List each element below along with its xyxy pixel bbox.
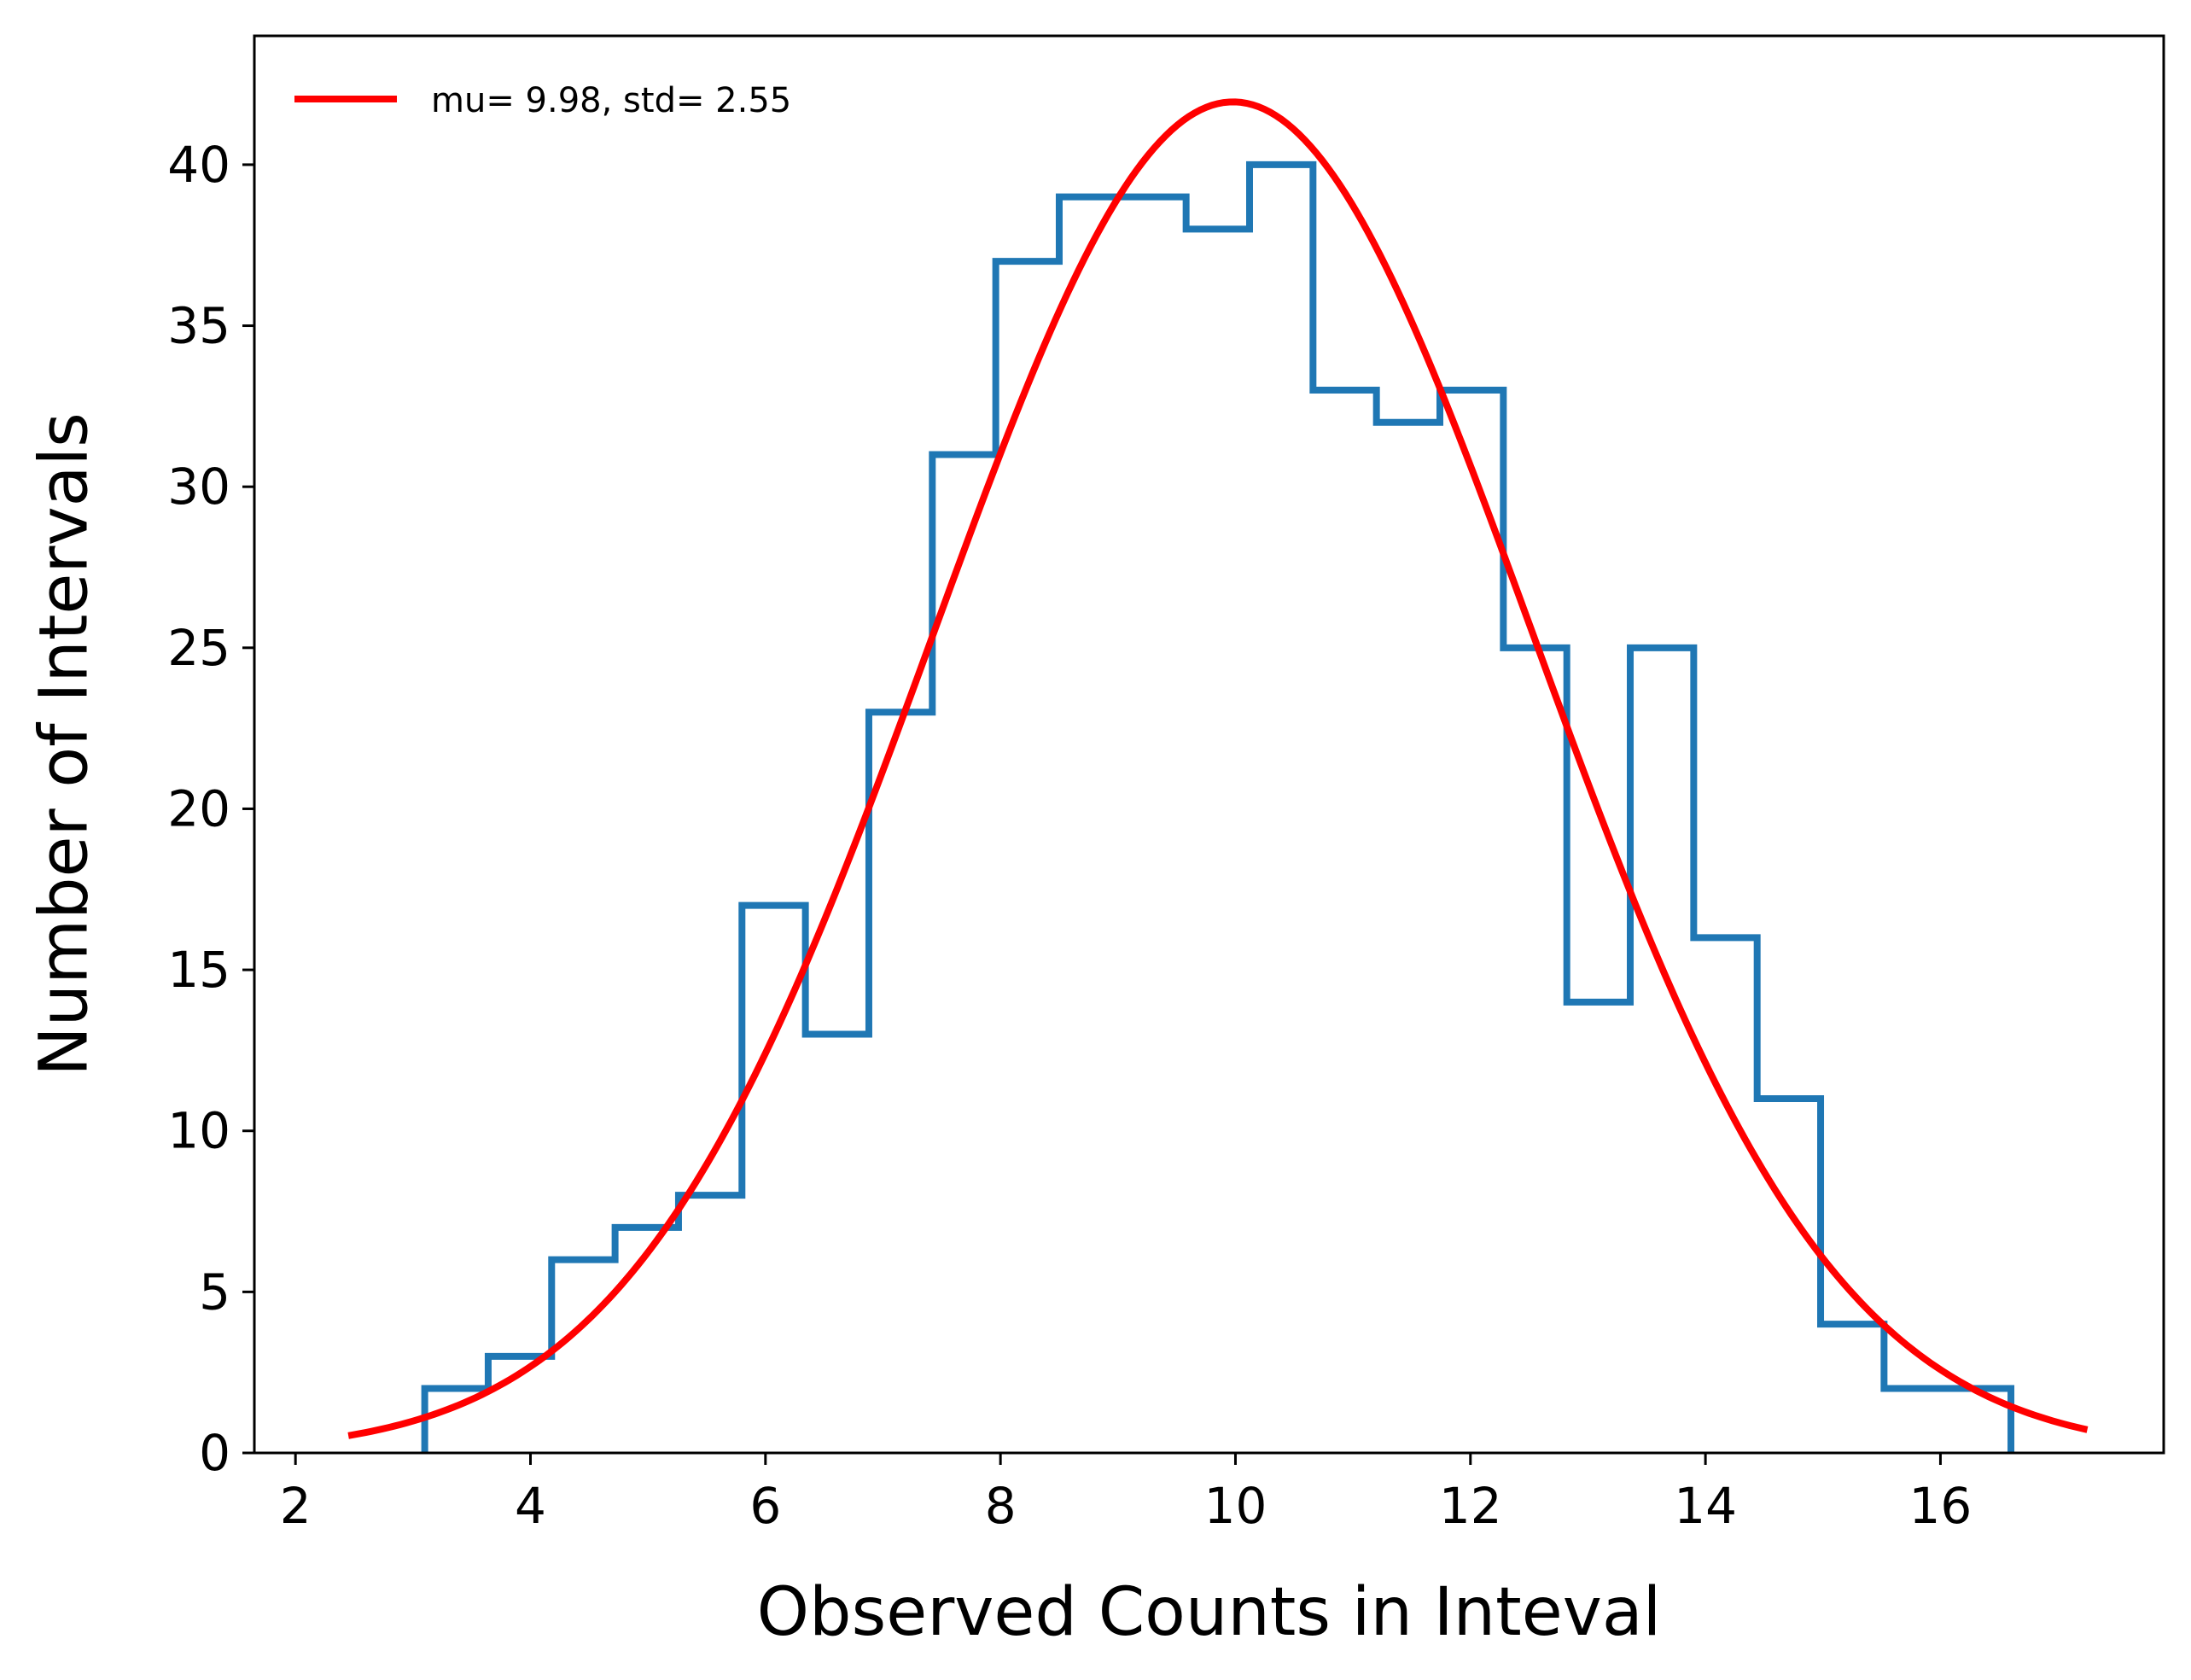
legend-label: mu= 9.98, std= 2.55 (431, 81, 791, 120)
x-tick-label: 4 (515, 1477, 546, 1535)
y-tick-label: 15 (167, 941, 230, 999)
y-tick-label: 10 (167, 1102, 230, 1160)
x-tick-label: 8 (985, 1477, 1017, 1535)
plot-frame (253, 34, 2165, 1455)
x-tick-label: 12 (1439, 1477, 1502, 1535)
y-tick-label: 30 (167, 458, 230, 516)
y-tick-label: 5 (199, 1263, 230, 1321)
axes: 2 4 6 8 10 12 14 16 0 5 10 15 20 25 30 35 40 (167, 34, 2165, 1535)
x-tick-label: 2 (280, 1477, 312, 1535)
x-tick-label: 16 (1909, 1477, 1972, 1535)
y-tick-label: 25 (167, 619, 230, 677)
plot-area (347, 98, 2089, 1453)
y-tick-label: 20 (167, 779, 230, 837)
y-tick-label: 40 (167, 136, 230, 194)
legend: mu= 9.98, std= 2.55 (294, 81, 791, 120)
x-axis-title: Observed Counts in Inteval (757, 1574, 1662, 1651)
y-axis-title: Number of Intervals (26, 412, 102, 1076)
histogram-step-series (421, 160, 2015, 1453)
x-tick-label: 14 (1674, 1477, 1737, 1535)
x-tick-label: 10 (1204, 1477, 1267, 1535)
y-tick-label: 35 (167, 297, 230, 355)
x-tick-label: 6 (749, 1477, 781, 1535)
gaussian-fit-line (347, 98, 2089, 1439)
y-tick-label: 0 (199, 1424, 230, 1482)
